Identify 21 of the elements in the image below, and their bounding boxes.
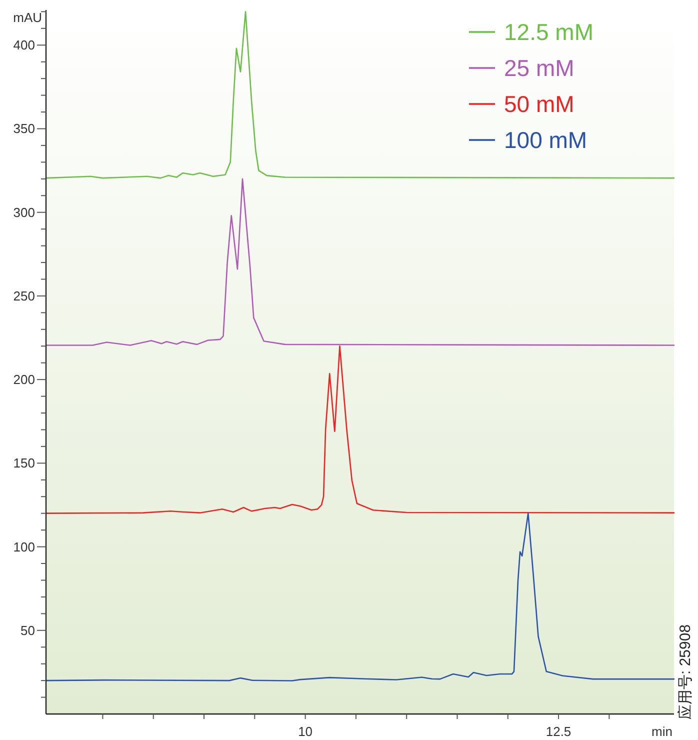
y-axis-title: mAU [13,10,42,25]
line-series [45,11,675,179]
y-tick-label: 200 [13,372,35,388]
y-tick-label: 100 [13,539,35,554]
y-tick-label: 250 [13,288,35,304]
line-series [45,345,675,514]
legend-label: 12.5 mM [504,19,594,45]
legend-label: 100 mM [504,127,588,153]
x-axis-title: min [652,724,672,739]
y-tick-label: 50 [20,622,35,638]
line-series [45,512,675,682]
x-tick-label: 12.5 [546,724,572,739]
line-series [45,178,675,346]
text: 应用号: 25908 [677,624,694,720]
x-tick-label: 10 [298,724,313,739]
y-tick-label: 400 [13,38,35,53]
y-tick-label: 150 [13,456,35,471]
legend-label: 50 mM [504,91,574,117]
y-tick-label: 350 [13,121,35,136]
y-tick-label: 300 [13,204,35,220]
legend-label: 25 mM [504,55,574,81]
